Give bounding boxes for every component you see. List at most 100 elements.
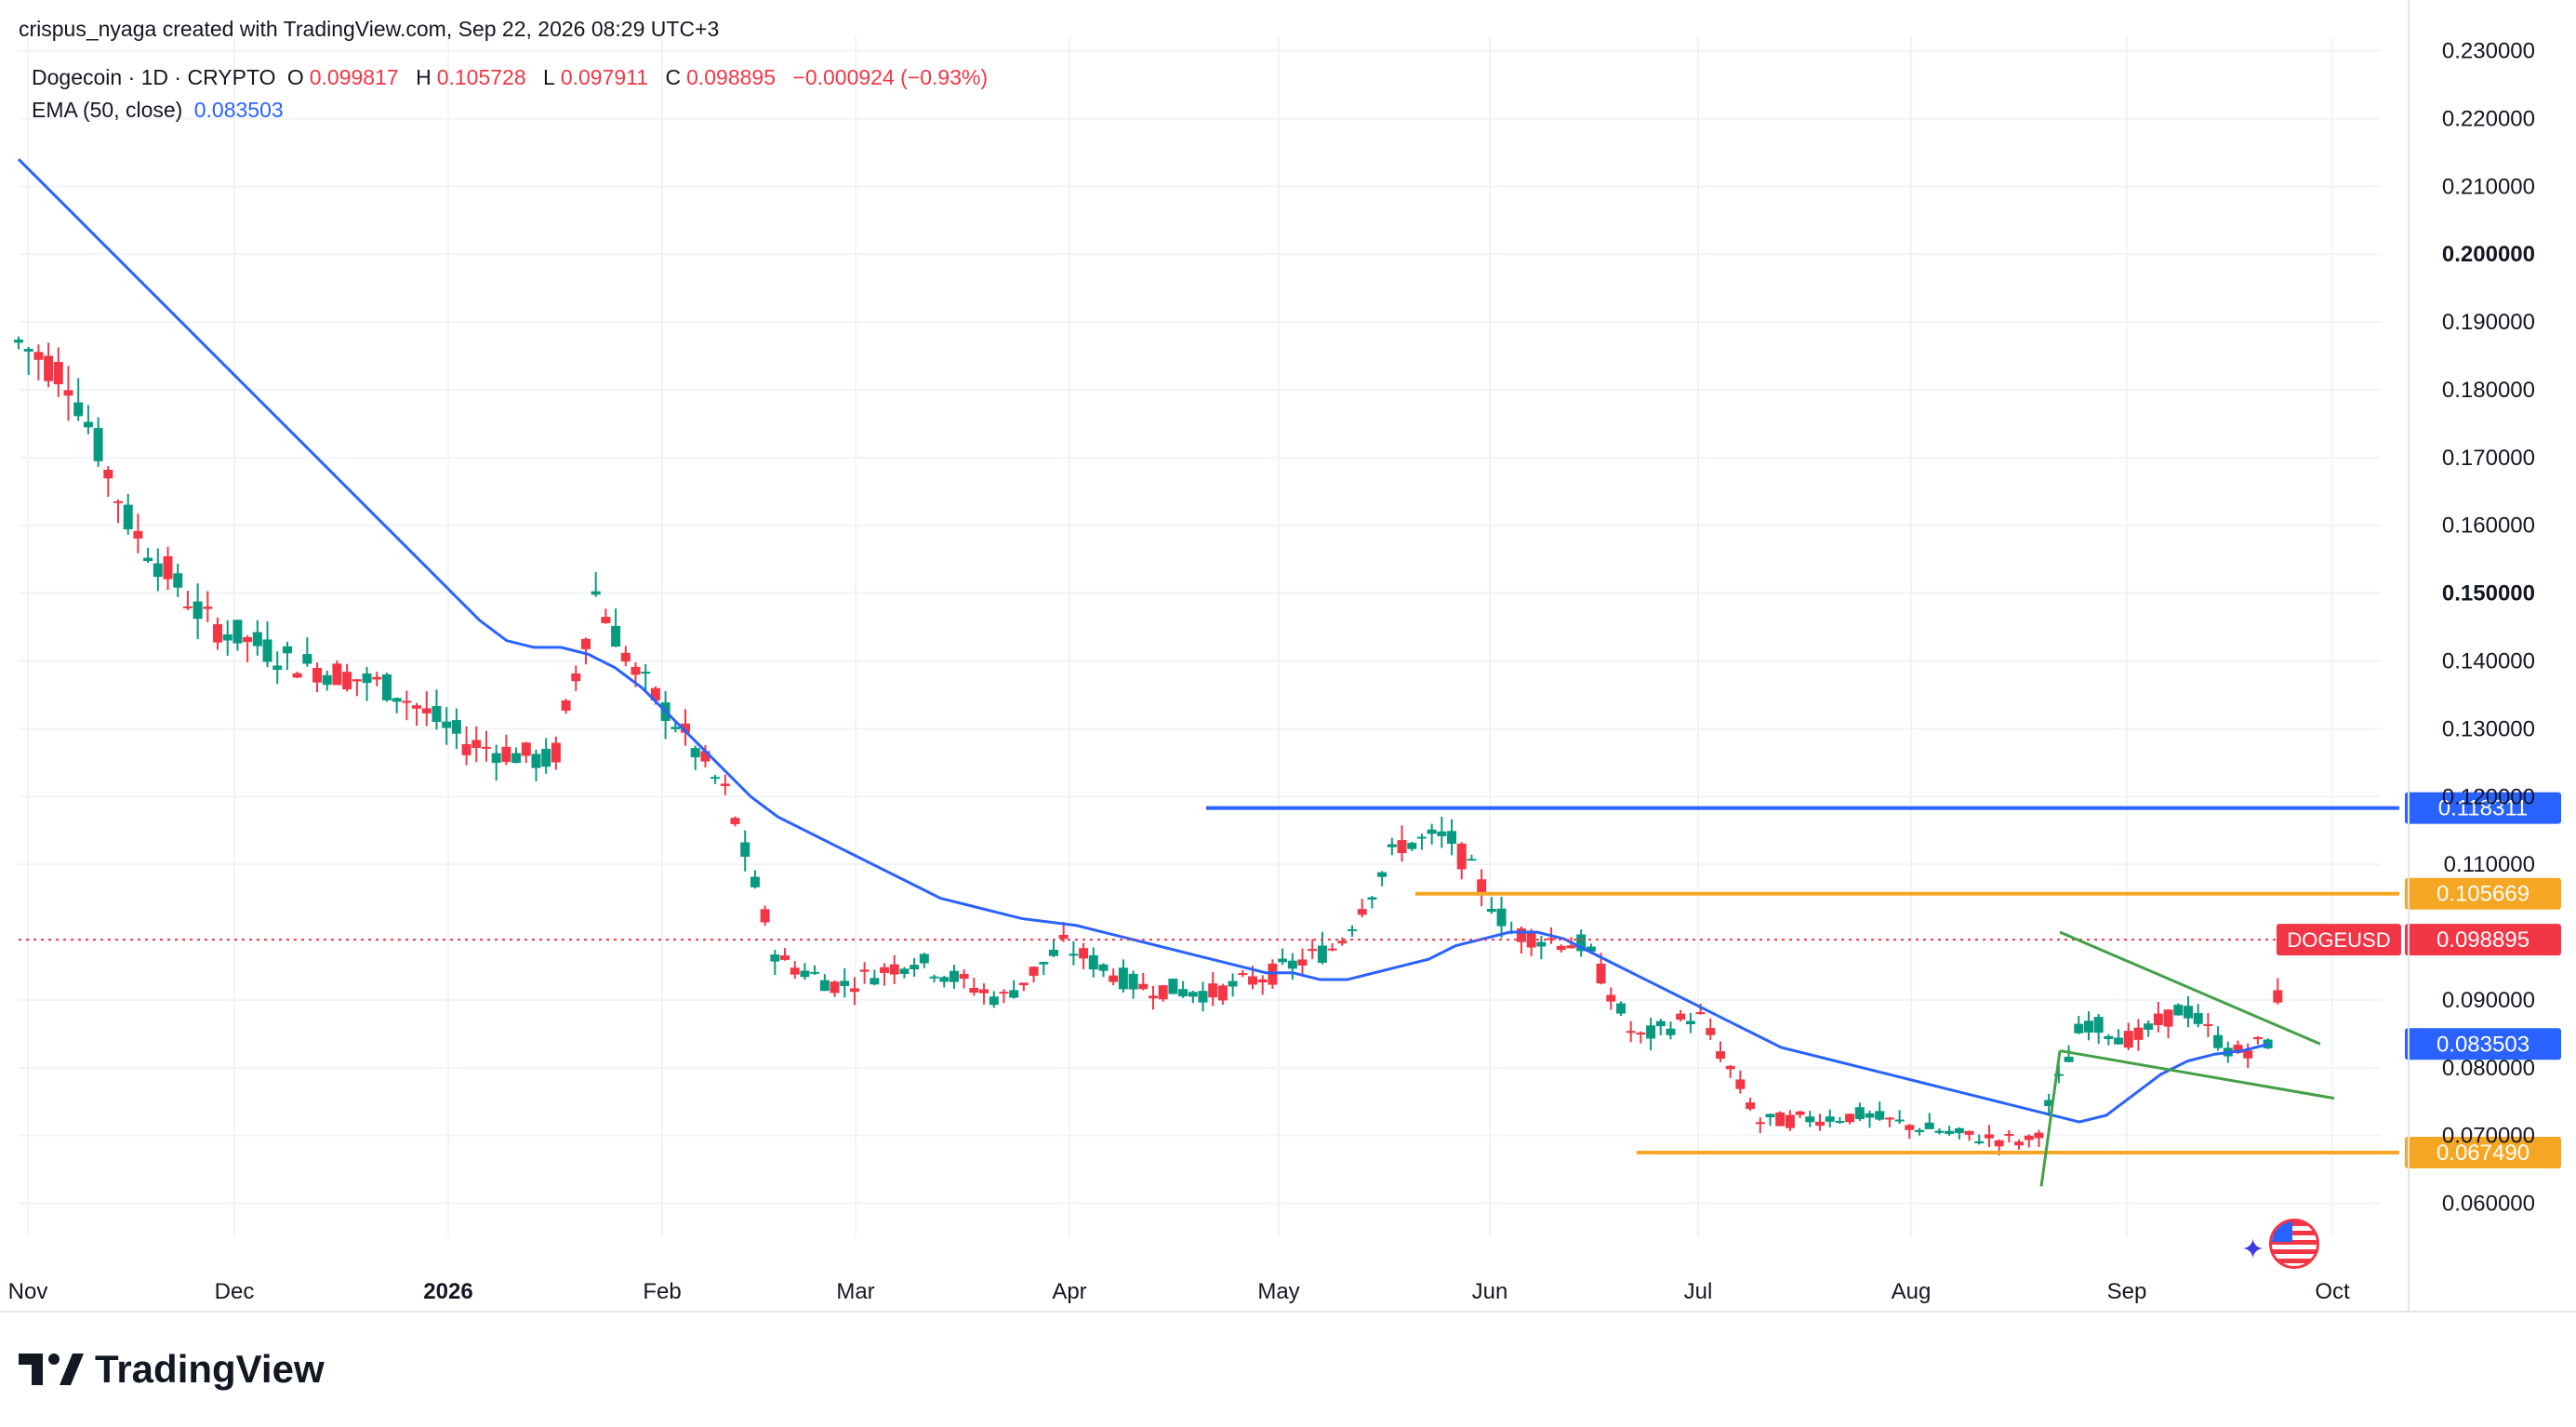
candle-body — [1556, 945, 1566, 951]
candle-body — [73, 402, 84, 417]
candle-body — [800, 970, 810, 978]
y-tick-label: 0.190000 — [2442, 310, 2535, 335]
candle-body — [1128, 973, 1138, 990]
candle-body — [2014, 1141, 2025, 1146]
candle-body — [44, 355, 54, 381]
candle-body — [1984, 1134, 1994, 1139]
x-tick-label: Jul — [1684, 1279, 1713, 1304]
candle-body — [859, 969, 870, 972]
candle-body — [412, 705, 422, 709]
candle-body — [2213, 1034, 2224, 1048]
x-tick-label: May — [1257, 1279, 1299, 1304]
candle-body — [53, 362, 63, 385]
candle-body — [830, 981, 840, 994]
candle-body — [1496, 908, 1507, 927]
candle-body — [1626, 1031, 1636, 1034]
candle-body — [2064, 1056, 2074, 1062]
price-level-label: 0.067490 — [2437, 1140, 2530, 1166]
candle-body — [521, 742, 531, 756]
candle-body — [262, 639, 272, 662]
candle-body — [471, 740, 482, 749]
y-tick-label: 0.140000 — [2442, 649, 2535, 674]
candle-body — [1357, 909, 1367, 915]
x-tick-label: Dec — [215, 1279, 255, 1304]
candle-body — [1566, 945, 1576, 949]
candle-body — [342, 672, 352, 690]
candle-body — [1009, 990, 1019, 998]
candle-body — [969, 987, 979, 994]
x-tick-label: Feb — [643, 1279, 681, 1304]
candle-body — [2133, 1027, 2144, 1040]
candle-body — [1138, 983, 1149, 990]
candle-body — [979, 989, 989, 994]
candle-body — [819, 980, 830, 992]
y-tick-label: 0.110000 — [2444, 852, 2535, 877]
symbol-legend[interactable]: Dogecoin · 1D · CRYPTO O 0.099817 H 0.1057… — [32, 65, 993, 90]
candle-body — [63, 390, 73, 396]
candle-body — [1994, 1140, 2004, 1147]
candle-body — [650, 687, 660, 701]
candle-body — [123, 504, 133, 530]
candle-body — [1775, 1112, 1786, 1127]
candle-body — [1905, 1125, 1915, 1130]
candle-body — [2144, 1023, 2154, 1030]
us-flag-icon[interactable] — [2269, 1219, 2319, 1269]
candle-body — [1924, 1122, 1934, 1129]
candle-body — [511, 753, 522, 764]
y-tick-label: 0.180000 — [2442, 378, 2535, 403]
candle-body — [1257, 979, 1268, 983]
x-axis: Nov Dec 2026 Feb Mar Apr May Jun Jul Aug Sep Oct — [0, 1279, 2576, 1313]
candle-body — [1416, 836, 1427, 839]
candle-body — [1785, 1114, 1795, 1128]
tradingview-brand[interactable]: TradingView — [19, 1347, 325, 1392]
candle-body — [1238, 973, 1248, 976]
candle-body — [780, 955, 790, 960]
price-level-label: 0.083503 — [2437, 1032, 2530, 1057]
change-value: −0.000924 (−0.93%) — [792, 65, 989, 89]
candle-body — [631, 666, 641, 675]
candle-body — [2074, 1023, 2084, 1034]
candle-body — [1198, 991, 1208, 1003]
candle-body — [2093, 1017, 2104, 1034]
candle-body — [1576, 934, 1587, 952]
candle-body — [571, 673, 581, 682]
candle-body — [1158, 985, 1168, 1000]
candle-body — [1755, 1122, 1765, 1125]
price-level-badge — [2405, 1028, 2561, 1060]
candle-body — [1865, 1113, 1875, 1118]
candle-body — [1875, 1111, 1885, 1120]
y-axis: 0.230000 0.220000 0.210000 0.200000 0.190000… — [2408, 0, 2535, 1312]
x-tick-label: Nov — [8, 1279, 48, 1304]
candle-body — [2044, 1100, 2054, 1107]
candle-body — [103, 470, 113, 479]
sparkle-icon: ✦ — [2241, 1234, 2265, 1265]
candle-body — [2083, 1020, 2093, 1033]
pattern-drawings — [2039, 930, 2335, 1187]
candle-body — [1746, 1102, 1756, 1110]
candle-body — [1586, 946, 1596, 952]
y-tick-label: 0.120000 — [2442, 784, 2535, 809]
x-tick-label: 2026 — [423, 1279, 472, 1304]
candle-body — [740, 842, 750, 857]
candle-body — [1964, 1130, 1974, 1135]
candle-body — [1805, 1116, 1815, 1123]
candle-body — [153, 563, 163, 578]
candle-body — [2004, 1133, 2014, 1136]
ema-legend[interactable]: EMA (50, close) 0.083503 — [32, 98, 289, 123]
candle-body — [1248, 976, 1258, 985]
candle-body — [2173, 1005, 2184, 1016]
y-tick-label: 0.090000 — [2442, 988, 2535, 1013]
candle-body — [889, 964, 899, 975]
candle-body — [1088, 954, 1098, 970]
candle-body — [899, 968, 910, 974]
candle-body — [561, 700, 571, 711]
attribution-text: crispus_nyaga created with TradingView.c… — [19, 17, 720, 41]
candle-body — [1606, 994, 1616, 1002]
candle-body — [203, 607, 213, 609]
candle-body — [2233, 1045, 2243, 1054]
candle-body — [1109, 975, 1119, 982]
candle-body — [1954, 1127, 1964, 1134]
candle-body — [1278, 958, 1288, 963]
candle-body — [173, 573, 183, 588]
